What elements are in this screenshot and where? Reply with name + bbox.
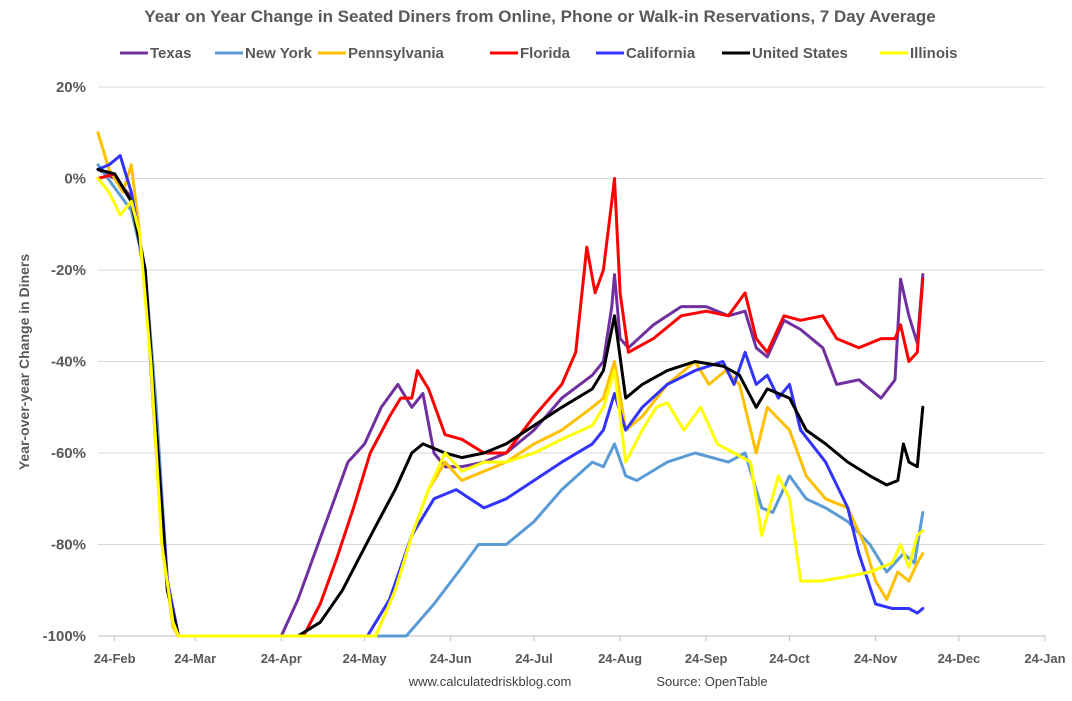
legend-label: United States [752, 45, 848, 62]
y-tick-label: -80% [51, 537, 86, 554]
x-tick-label: 24-Oct [769, 651, 810, 666]
legend: Texas New York Pennsylvania Florida Californ… [120, 45, 958, 62]
y-axis-label: Year-over-year Change in Diners [16, 254, 32, 471]
x-tick-label: 24-Jun [430, 651, 472, 666]
y-tick-label: -40% [51, 354, 86, 371]
x-tick-label: 24-Mar [174, 651, 216, 666]
x-tick-label: 24-Jan [1024, 651, 1065, 666]
y-tick-label: 0% [64, 171, 86, 188]
series-line-texas [96, 167, 925, 638]
x-tick-label: 24-Aug [598, 651, 642, 666]
series-line-florida [96, 172, 925, 638]
y-tick-label: -60% [51, 445, 86, 462]
chart-title: Year on Year Change in Seated Diners fro… [144, 7, 935, 26]
legend-label: New York [245, 45, 313, 62]
x-tick-label: 24-Dec [938, 651, 981, 666]
gridlines [98, 86, 1045, 545]
website-label: www.calculatedriskblog.com [408, 674, 572, 689]
series-lines [96, 131, 925, 638]
x-tick-label: 24-Apr [261, 651, 302, 666]
x-tick-label: 24-Nov [854, 651, 898, 666]
x-tick-label: 24-Sep [685, 651, 728, 666]
y-tick-label: -100% [43, 628, 86, 645]
y-tick-label: 20% [56, 79, 86, 96]
legend-label: Pennsylvania [348, 45, 445, 62]
x-axis-ticks: 24-Feb 24-Mar 24-Apr 24-May 24-Jun 24-Jul 24-A… [94, 636, 1066, 666]
x-tick-label: 24-Feb [94, 651, 136, 666]
legend-label: Illinois [910, 45, 958, 62]
y-axis-ticks: 20% 0% -20% -40% -60% -80% -100% [43, 79, 86, 645]
series-line-illinois [96, 177, 925, 638]
x-tick-label: 24-Jul [515, 651, 553, 666]
x-tick-label: 24-May [343, 651, 388, 666]
legend-label: Texas [150, 45, 191, 62]
source-label: Source: OpenTable [656, 674, 767, 689]
legend-label: Florida [520, 45, 571, 62]
legend-label: California [626, 45, 696, 62]
y-tick-label: -20% [51, 262, 86, 279]
